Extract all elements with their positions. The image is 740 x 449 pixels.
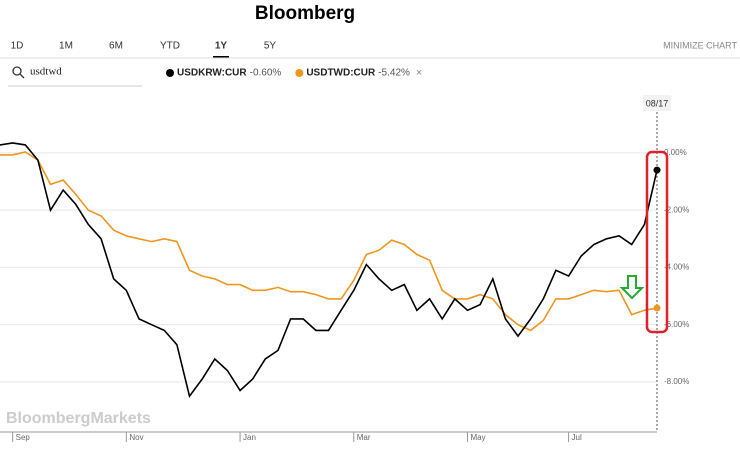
x-tick-label: Jul <box>572 433 582 442</box>
plot: BloombergMarkets 0.00% -2.00% -4.00% -6.00% -… <box>0 95 689 442</box>
range-tab[interactable]: 1D <box>11 41 24 52</box>
y-tick-label: -4.00% <box>664 263 689 272</box>
x-tick-label: Nov <box>129 433 143 442</box>
range-tabs: 1D 1M 6M YTD 1Y 5Y <box>11 41 277 58</box>
y-tick-label: 0.00% <box>664 148 687 157</box>
x-tick-label: Jan <box>243 433 256 442</box>
range-tab[interactable]: 1Y <box>215 41 228 52</box>
legend-change: -0.60% <box>250 68 282 79</box>
range-tab[interactable]: 1M <box>59 41 73 52</box>
y-tick-label: -2.00% <box>664 205 689 214</box>
cursor-date-box <box>643 95 671 111</box>
search-icon <box>12 66 22 76</box>
brand-title: Bloomberg <box>255 3 355 24</box>
y-tick-label: -6.00% <box>664 320 689 329</box>
y-tick-label: -8.00% <box>664 377 689 386</box>
range-tab[interactable]: 6M <box>109 41 123 52</box>
legend-remove[interactable]: × <box>416 67 422 79</box>
range-tab[interactable]: YTD <box>160 41 180 52</box>
legend: USDKRW:CUR -0.60% USDTWD:CUR -5.42% × <box>166 67 422 79</box>
end-dot <box>653 304 661 312</box>
watermark: BloombergMarkets <box>6 410 151 427</box>
x-tick-label: Mar <box>357 433 371 442</box>
search-input[interactable]: usdtwd <box>30 66 62 78</box>
legend-marker <box>295 69 304 77</box>
legend-marker <box>166 69 174 77</box>
legend-name: USDTWD:CUR <box>306 68 376 79</box>
legend-name: USDKRW:CUR <box>177 68 247 79</box>
legend-change: -5.42% <box>378 68 410 79</box>
end-dot <box>653 166 661 174</box>
search-icon <box>19 73 25 79</box>
highlight-box <box>645 150 669 334</box>
cursor-date: 08/17 <box>646 98 669 108</box>
x-tick-label: May <box>470 433 485 442</box>
series-line <box>0 151 658 332</box>
x-tick-label: Sep <box>16 433 31 442</box>
range-tab[interactable]: 5Y <box>264 41 277 52</box>
minimize-button[interactable]: MINIMIZE CHART <box>663 40 737 50</box>
series-line <box>0 142 658 399</box>
arrow-annotation <box>619 275 645 300</box>
